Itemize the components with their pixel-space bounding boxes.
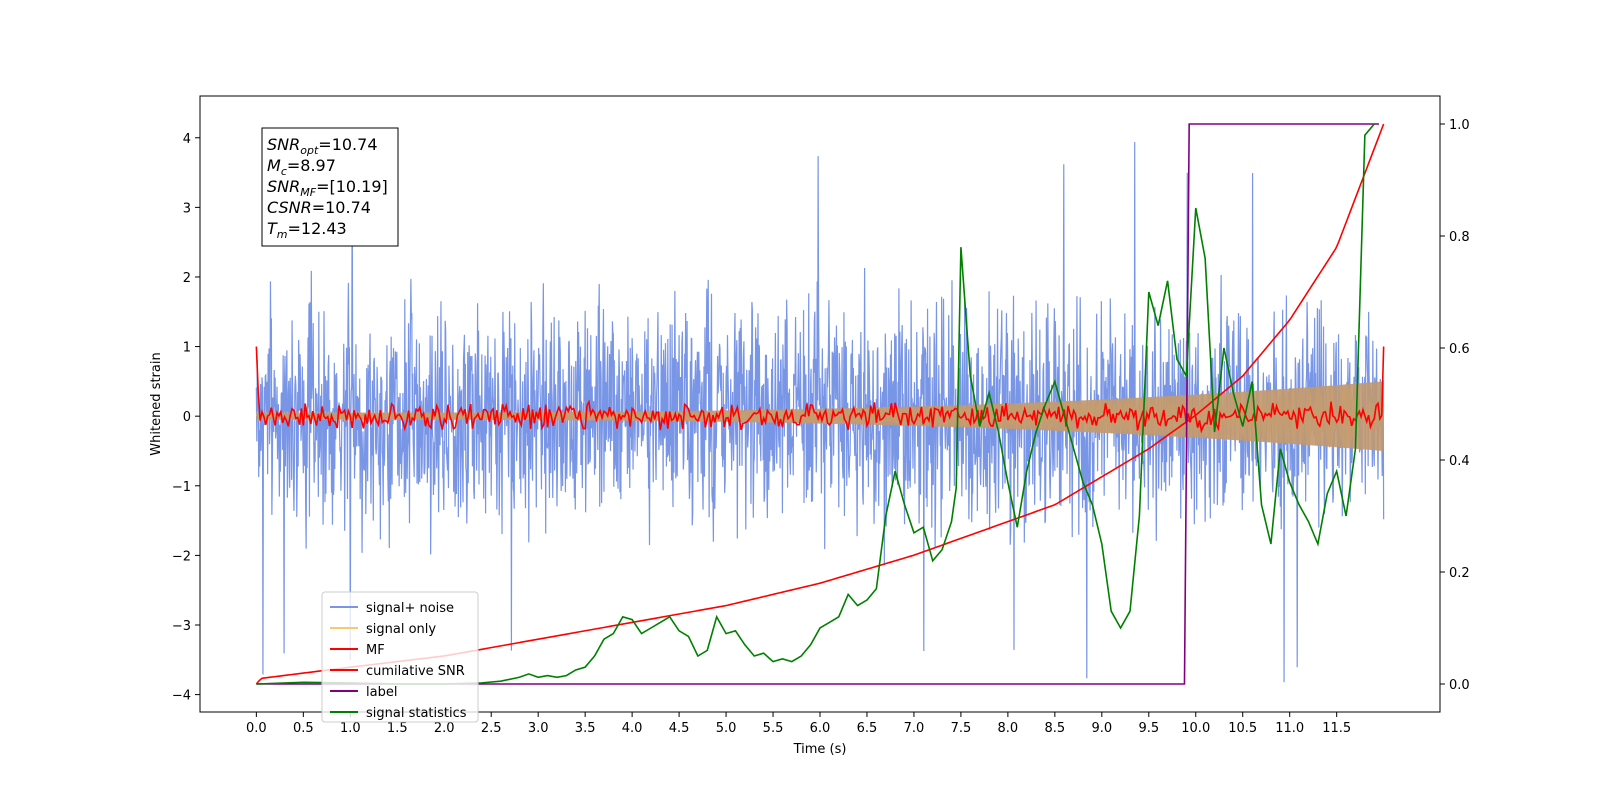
y-tick-label: −2 [172,549,191,564]
legend-frame [321,591,479,723]
x-tick-label: 2.5 [481,721,502,736]
y-tick-label: −4 [172,689,191,704]
annotation-line: Mc=8.97 [267,156,336,178]
x-tick-label: 5.0 [716,721,737,736]
y-tick-label: −3 [172,619,191,634]
series-label [256,123,1379,685]
x-tick-label: 6.0 [810,721,831,736]
x-tick-label: 10.5 [1228,721,1257,736]
legend-label: cumilative SNR [366,664,465,679]
annotation-value: =8.97 [287,156,336,175]
x-tick-label: 2.0 [434,721,455,736]
legend-label: signal statistics [366,706,467,721]
y-right-tick-label: 0.8 [1449,230,1470,245]
annotation-symbol: SNR [267,135,300,154]
annotation-line: SNRopt=10.74 [267,135,378,157]
x-tick-label: 0.0 [246,721,267,736]
y-right-tick-label: 0.6 [1449,342,1470,357]
y-tick-label: 1 [183,341,191,356]
y-tick-label: 3 [183,201,191,216]
annotation-box: SNRopt=10.74Mc=8.97SNRMF=[10.19]CSNR=10.… [261,127,399,247]
x-tick-label: 3.5 [575,721,596,736]
x-tick-label: 5.5 [763,721,784,736]
y-tick-label: 0 [183,410,191,425]
x-tick-label: 4.5 [669,721,690,736]
legend-label: label [366,685,397,700]
y-tick-label: −1 [172,480,191,495]
x-tick-label: 10.0 [1181,721,1210,736]
annotation-symbol: T [267,219,278,238]
x-tick-label: 4.0 [622,721,643,736]
annotation-subscript: opt [300,144,319,157]
annotation-value: =12.43 [288,219,347,238]
annotation-subscript: c [281,165,287,178]
x-tick-label: 8.0 [998,721,1019,736]
x-tick-label: 7.5 [951,721,972,736]
y-right-tick-label: 0.4 [1449,454,1470,469]
annotation-subscript: m [277,228,288,241]
x-tick-label: 9.0 [1091,721,1112,736]
annotation-line: SNRMF=[10.19] [267,177,388,199]
x-tick-label: 8.5 [1045,721,1066,736]
y-right-tick-label: 0.0 [1449,678,1470,693]
x-tick-label: 7.0 [904,721,925,736]
x-tick-label: 1.5 [387,721,408,736]
signal-only-envelope [256,381,1384,451]
legend-label: signal+ noise [366,601,454,616]
y-tick-label: 2 [183,271,191,286]
annotation-symbol: CSNR [267,198,312,217]
x-tick-label: 1.0 [340,721,361,736]
x-tick-label: 0.5 [293,721,314,736]
x-axis-label: Time (s) [793,742,847,757]
axis-layer: 0.0 0.5 1.0 1.5 2.0 2.5 3.0 3.5 4.0 4.5 5.0 5.5 6.0 6… [172,118,1470,736]
annotation-symbol: SNR [267,177,300,196]
series-signal-statistics [256,123,1375,685]
y-axis-label: Whitened strain [149,352,164,455]
x-tick-label: 3.0 [528,721,549,736]
x-tick-label: 9.5 [1138,721,1159,736]
annotation-subscript: MF [300,186,316,199]
legend: signal+ noise signal only MF cumilative SNR… [321,591,479,723]
legend-label: MF [366,643,385,658]
annotation-value: =[10.19] [316,177,388,196]
x-tick-label: 11.0 [1275,721,1304,736]
x-tick-label: 11.5 [1322,721,1351,736]
legend-label: signal only [366,622,436,637]
y-right-tick-label: 0.2 [1449,566,1470,581]
x-tick-label: 6.5 [857,721,878,736]
annotation-frame [261,127,399,247]
annotation-line: Tm=12.43 [267,219,347,241]
annotation-symbol: M [267,156,281,175]
y-right-tick-label: 1.0 [1449,118,1470,133]
annotation-value: =10.74 [312,198,371,217]
series-mf [255,346,1385,434]
series-signal-noise [255,142,1385,683]
series-layer [255,123,1385,685]
annotation-value: =10.74 [318,135,377,154]
annotation-line: CSNR=10.74 [267,198,371,217]
y-tick-label: 4 [183,132,191,147]
